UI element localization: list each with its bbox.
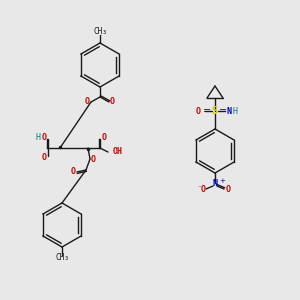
Text: O: O xyxy=(196,106,200,116)
Text: N: N xyxy=(226,106,232,116)
Text: ⁻: ⁻ xyxy=(198,185,202,191)
Text: CH₃: CH₃ xyxy=(55,254,69,262)
Text: O: O xyxy=(41,133,46,142)
Text: O: O xyxy=(91,155,95,164)
Text: =: = xyxy=(219,106,227,116)
Text: OH: OH xyxy=(113,148,123,157)
Text: O: O xyxy=(110,98,115,106)
Text: O: O xyxy=(41,154,46,163)
Text: O: O xyxy=(101,133,106,142)
Text: O: O xyxy=(200,185,206,194)
Text: CH₃: CH₃ xyxy=(93,28,107,37)
Text: H: H xyxy=(35,134,40,142)
Text: +: + xyxy=(219,178,225,184)
Text: N: N xyxy=(212,179,217,188)
Text: O: O xyxy=(226,185,230,194)
Text: =: = xyxy=(203,106,211,116)
Text: O: O xyxy=(70,167,76,176)
Text: S: S xyxy=(212,106,218,116)
Text: O: O xyxy=(85,98,89,106)
Text: H: H xyxy=(232,106,238,116)
